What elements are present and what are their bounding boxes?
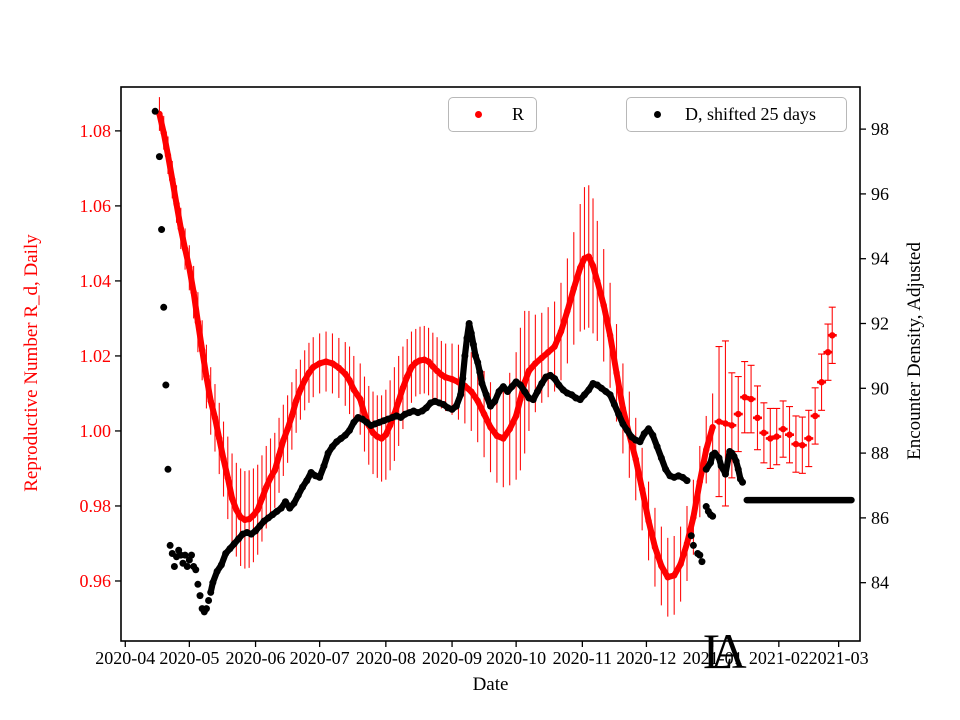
svg-text:98: 98 — [871, 119, 889, 139]
svg-text:2020-11: 2020-11 — [553, 648, 612, 668]
svg-text:0.96: 0.96 — [80, 571, 112, 591]
svg-text:84: 84 — [871, 573, 889, 593]
legend-r-label: R — [512, 104, 525, 124]
legend-r: R — [448, 97, 537, 132]
svg-text:96: 96 — [871, 184, 889, 204]
legend-d-label: D, shifted 25 days — [685, 104, 816, 124]
svg-text:2020-12: 2020-12 — [616, 648, 676, 668]
svg-text:94: 94 — [871, 249, 889, 269]
svg-text:1.06: 1.06 — [80, 196, 112, 216]
svg-text:1.04: 1.04 — [80, 271, 112, 291]
svg-text:88: 88 — [871, 443, 889, 463]
state-annotation: LA — [703, 623, 746, 679]
svg-text:2021-01: 2021-01 — [683, 648, 743, 668]
legend-r-marker-icon — [475, 111, 482, 118]
r-errorbars — [158, 97, 836, 617]
svg-text:2020-04: 2020-04 — [95, 648, 155, 668]
svg-text:2021-02: 2021-02 — [749, 648, 809, 668]
svg-text:0.98: 0.98 — [80, 496, 112, 516]
series-d — [151, 107, 855, 616]
right-axis-title: Encounter Density, Adjusted — [904, 242, 925, 460]
left-axis-title: Reproductive Number R_d, Daily — [21, 234, 42, 492]
legend-d-shifted: D, shifted 25 days — [626, 97, 847, 132]
svg-text:90: 90 — [871, 378, 889, 398]
series-r — [156, 110, 837, 581]
x-axis-title: Date — [472, 674, 509, 695]
svg-text:2020-06: 2020-06 — [226, 648, 286, 668]
svg-text:2020-10: 2020-10 — [486, 648, 546, 668]
svg-text:86: 86 — [871, 508, 889, 528]
svg-text:2020-07: 2020-07 — [290, 648, 350, 668]
svg-text:92: 92 — [871, 314, 889, 334]
svg-text:1.08: 1.08 — [80, 121, 112, 141]
svg-text:1.00: 1.00 — [80, 421, 112, 441]
legend-d-marker-icon — [654, 111, 661, 118]
svg-text:2020-09: 2020-09 — [422, 648, 482, 668]
svg-text:1.02: 1.02 — [80, 346, 112, 366]
svg-text:2021-03: 2021-03 — [809, 648, 869, 668]
svg-text:2020-05: 2020-05 — [159, 648, 219, 668]
svg-text:2020-08: 2020-08 — [356, 648, 416, 668]
